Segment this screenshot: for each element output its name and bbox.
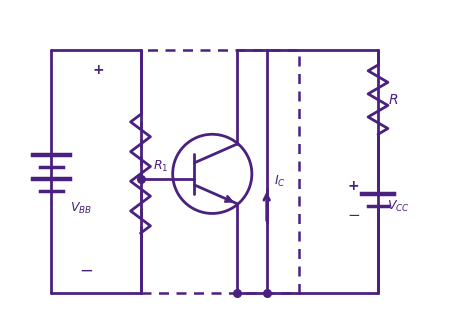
Text: $I_C$: $I_C$ [274, 174, 286, 189]
Text: $V_{CC}$: $V_{CC}$ [387, 198, 410, 214]
Text: −: − [79, 261, 93, 279]
Text: $R_1$: $R_1$ [153, 159, 168, 174]
Text: −: − [347, 208, 360, 224]
Bar [140, 50, 299, 293]
Text: +: + [347, 179, 359, 193]
Text: +: + [92, 63, 104, 77]
Text: R: R [389, 93, 399, 107]
Text: $V_{BB}$: $V_{BB}$ [70, 201, 92, 216]
